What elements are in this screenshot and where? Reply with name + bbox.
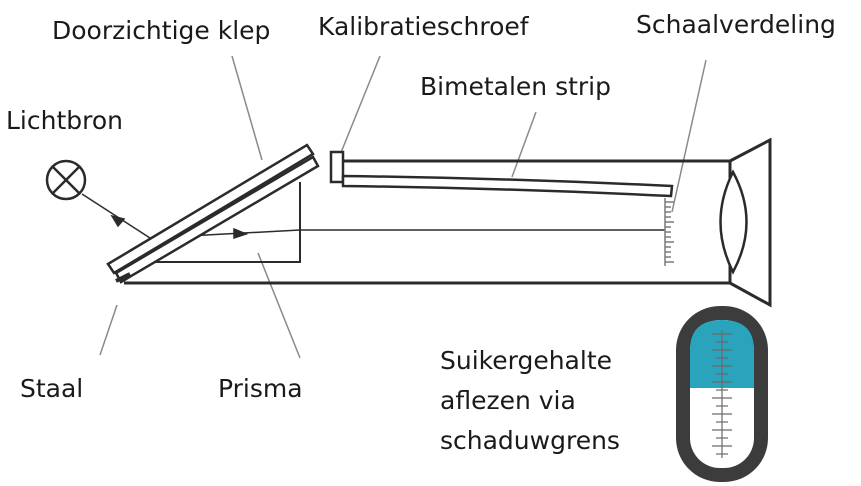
label-reading-line-1: Suikergehalte <box>440 346 613 375</box>
label-staal: Staal <box>20 374 84 403</box>
label-doorzichtige-klep: Doorzichtige klep <box>52 16 271 45</box>
label-reading-line-2: aflezen via <box>440 386 576 415</box>
tube-scale <box>664 198 674 266</box>
calibration-screw <box>329 150 345 184</box>
eyepiece-lens <box>719 169 748 275</box>
light-source-icon <box>45 159 87 201</box>
leader-kalibratieschroef <box>339 55 381 156</box>
leader-bimetalen-strip <box>511 111 537 178</box>
reading-window <box>676 306 768 482</box>
label-prisma: Prisma <box>218 374 303 403</box>
leader-schaalverdeling <box>671 59 707 213</box>
leader-staal <box>99 304 118 356</box>
transparent-lid <box>106 143 320 284</box>
label-lichtbron: Lichtbron <box>6 106 124 135</box>
label-kalibratieschroef: Kalibratieschroef <box>318 12 529 41</box>
bimetal-strip <box>341 174 674 198</box>
sample-layer <box>115 272 131 283</box>
prism-block <box>152 182 301 263</box>
leader-prisma <box>257 252 301 359</box>
leader-doorzichtige-klep <box>231 55 263 161</box>
label-reading-line-3: schaduwgrens <box>440 426 620 455</box>
label-schaalverdeling: Schaalverdeling <box>636 10 836 39</box>
label-bimetalen-strip: Bimetalen strip <box>420 72 611 101</box>
